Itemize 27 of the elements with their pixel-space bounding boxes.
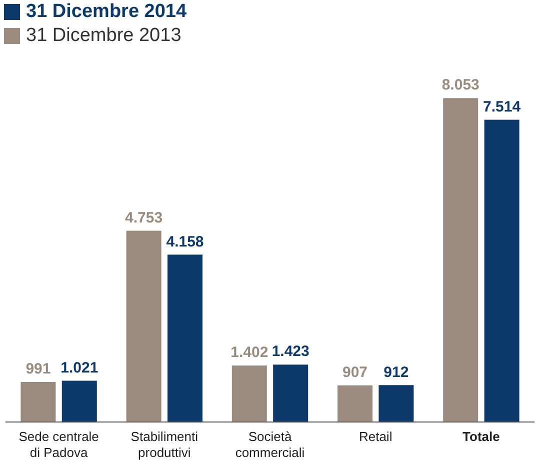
bar	[20, 382, 56, 422]
data-label: 8.053	[442, 76, 480, 94]
bar	[167, 254, 202, 422]
data-label: 4.753	[125, 209, 163, 226]
bar	[62, 380, 97, 422]
data-label: 1.402	[230, 344, 268, 362]
data-label: 4.158	[166, 233, 204, 250]
data-label: 7.514	[483, 98, 522, 116]
data-label: 1.423	[272, 343, 310, 360]
bar	[484, 120, 520, 422]
legend-label: 31 Dicembre 2013	[26, 25, 182, 46]
data-label: 991	[26, 360, 51, 378]
x-tick-label: Totale	[462, 429, 500, 444]
data-label: 907	[342, 364, 368, 381]
data-label: 1.021	[60, 359, 98, 376]
data-label: 912	[384, 364, 409, 381]
x-tick-label: Società commerciali	[235, 429, 305, 460]
bar	[126, 230, 162, 422]
x-tick-label: Stabilimenti produttivi	[130, 429, 198, 460]
bar	[443, 98, 478, 422]
bar	[378, 385, 414, 422]
bar	[338, 385, 373, 422]
x-tick-label: Sede centrale di Padova	[18, 429, 99, 460]
bar	[232, 365, 267, 422]
bar	[273, 364, 308, 422]
legend-label: 31 Dicembre 2014	[26, 1, 187, 22]
x-tick-label: Retail	[358, 429, 392, 444]
